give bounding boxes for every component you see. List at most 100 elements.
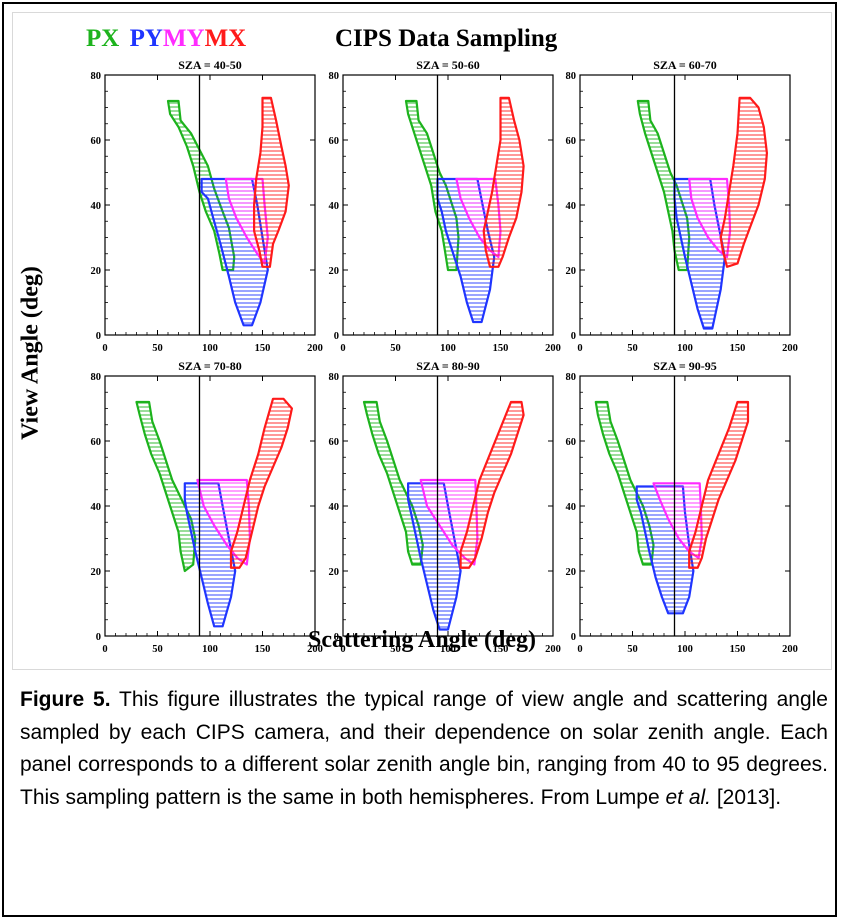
plot-area — [636, 75, 769, 335]
figure-title: CIPS Data Sampling — [335, 25, 558, 52]
plot-area — [404, 75, 525, 335]
x-tick-label: 100 — [202, 343, 218, 354]
x-tick-label: 50 — [152, 644, 163, 655]
x-tick-label: 50 — [627, 343, 638, 354]
x-tick-label: 200 — [307, 343, 323, 354]
plot-area — [135, 376, 293, 636]
y-tick-label: 20 — [329, 567, 340, 578]
legend-py: PY — [129, 25, 163, 52]
chart-panel-3: 0 50 100 150 200 0 20 40 60 80 SZA = 60-70 — [566, 58, 798, 354]
figure-caption: Figure 5. This figure illustrates the ty… — [20, 684, 828, 814]
plot-area — [166, 75, 290, 335]
x-tick-label: 0 — [102, 343, 107, 354]
x-tick-label: 0 — [340, 644, 345, 655]
y-tick-label: 60 — [329, 437, 340, 448]
x-tick-label: 100 — [677, 343, 693, 354]
plot-area — [594, 376, 750, 636]
x-tick-label: 150 — [255, 343, 271, 354]
region-mx — [719, 96, 769, 268]
y-tick-label: 20 — [91, 266, 102, 277]
x-axis-label: Scattering Angle (deg) — [308, 627, 536, 653]
y-tick-label: 60 — [566, 437, 577, 448]
x-tick-label: 200 — [782, 644, 798, 655]
y-tick-label: 40 — [91, 502, 102, 513]
x-tick-label: 200 — [307, 644, 323, 655]
y-tick-label: 40 — [566, 201, 577, 212]
x-tick-label: 150 — [730, 343, 746, 354]
x-tick-label: 50 — [390, 644, 401, 655]
chart-panel-6: 0 50 100 150 200 0 20 40 60 80 SZA = 90-95 — [566, 359, 798, 655]
figure-image: PX PYMYMX CIPS Data Sampling View Angle … — [12, 12, 832, 670]
y-tick-label: 0 — [334, 331, 339, 342]
x-tick-label: 150 — [255, 644, 271, 655]
caption-label: Figure 5. — [20, 688, 111, 711]
legend-px: PX — [86, 25, 120, 52]
y-tick-label: 80 — [91, 372, 102, 383]
y-tick-label: 0 — [334, 632, 339, 643]
y-tick-label: 40 — [329, 201, 340, 212]
y-tick-label: 0 — [571, 632, 576, 643]
x-tick-label: 50 — [152, 343, 163, 354]
panel-title: SZA = 70-80 — [178, 359, 242, 373]
x-tick-label: 0 — [340, 343, 345, 354]
legend-mx: MX — [204, 25, 247, 52]
chart-panel-1: 0 50 100 150 200 0 20 40 60 80 SZA = 40-50 — [91, 58, 323, 354]
panel-title: SZA = 60-70 — [653, 58, 717, 72]
panel-title: SZA = 80-90 — [416, 359, 480, 373]
chart-panel-4: 0 50 100 150 200 0 20 40 60 80 SZA = 70-80 — [91, 359, 323, 655]
x-tick-label: 100 — [440, 644, 456, 655]
y-tick-label: 80 — [566, 71, 577, 82]
region-mx — [482, 96, 525, 268]
region-mx — [688, 400, 750, 569]
region-mx — [229, 397, 293, 569]
caption-text: This figure illustrates the typical rang… — [20, 688, 828, 809]
y-tick-label: 60 — [91, 136, 102, 147]
panel-title: SZA = 40-50 — [178, 58, 242, 72]
y-tick-label: 60 — [329, 136, 340, 147]
series-legend: PX PYMYMX — [86, 25, 246, 53]
x-tick-label: 200 — [782, 343, 798, 354]
y-tick-label: 40 — [566, 502, 577, 513]
x-tick-label: 0 — [577, 644, 582, 655]
caption-text-end: [2013]. — [711, 785, 782, 809]
chart-panel-5: 0 50 100 150 200 0 20 40 60 80 SZA = 80-90 — [329, 359, 561, 655]
y-tick-label: 40 — [329, 502, 340, 513]
region-mx — [253, 96, 290, 268]
region-px — [135, 400, 197, 573]
y-tick-label: 80 — [329, 372, 340, 383]
region-px — [362, 400, 424, 566]
y-tick-label: 20 — [329, 266, 340, 277]
y-tick-label: 80 — [91, 71, 102, 82]
y-tick-label: 60 — [566, 136, 577, 147]
x-tick-label: 150 — [493, 644, 509, 655]
x-tick-label: 50 — [627, 644, 638, 655]
chart-panel-2: 0 50 100 150 200 0 20 40 60 80 SZA = 50-60 — [329, 58, 561, 354]
x-tick-label: 100 — [440, 343, 456, 354]
panel-title: SZA = 50-60 — [416, 58, 480, 72]
region-mx — [459, 400, 525, 569]
panel-title: SZA = 90-95 — [653, 359, 717, 373]
x-tick-label: 150 — [730, 644, 746, 655]
region-px — [594, 400, 655, 566]
caption-italic: et al. — [665, 785, 711, 809]
y-tick-label: 80 — [329, 71, 340, 82]
x-tick-label: 200 — [545, 644, 561, 655]
legend-my: MY — [162, 25, 205, 52]
y-tick-label: 0 — [96, 331, 101, 342]
x-tick-label: 0 — [102, 644, 107, 655]
y-tick-label: 20 — [91, 567, 102, 578]
y-tick-label: 20 — [566, 266, 577, 277]
y-tick-label: 40 — [91, 201, 102, 212]
x-tick-label: 150 — [493, 343, 509, 354]
plot-area — [362, 376, 525, 636]
x-tick-label: 200 — [545, 343, 561, 354]
x-tick-label: 100 — [202, 644, 218, 655]
x-tick-label: 50 — [390, 343, 401, 354]
y-tick-label: 20 — [566, 567, 577, 578]
y-tick-label: 80 — [566, 372, 577, 383]
y-tick-label: 0 — [96, 632, 101, 643]
x-tick-label: 0 — [577, 343, 582, 354]
y-tick-label: 0 — [571, 331, 576, 342]
